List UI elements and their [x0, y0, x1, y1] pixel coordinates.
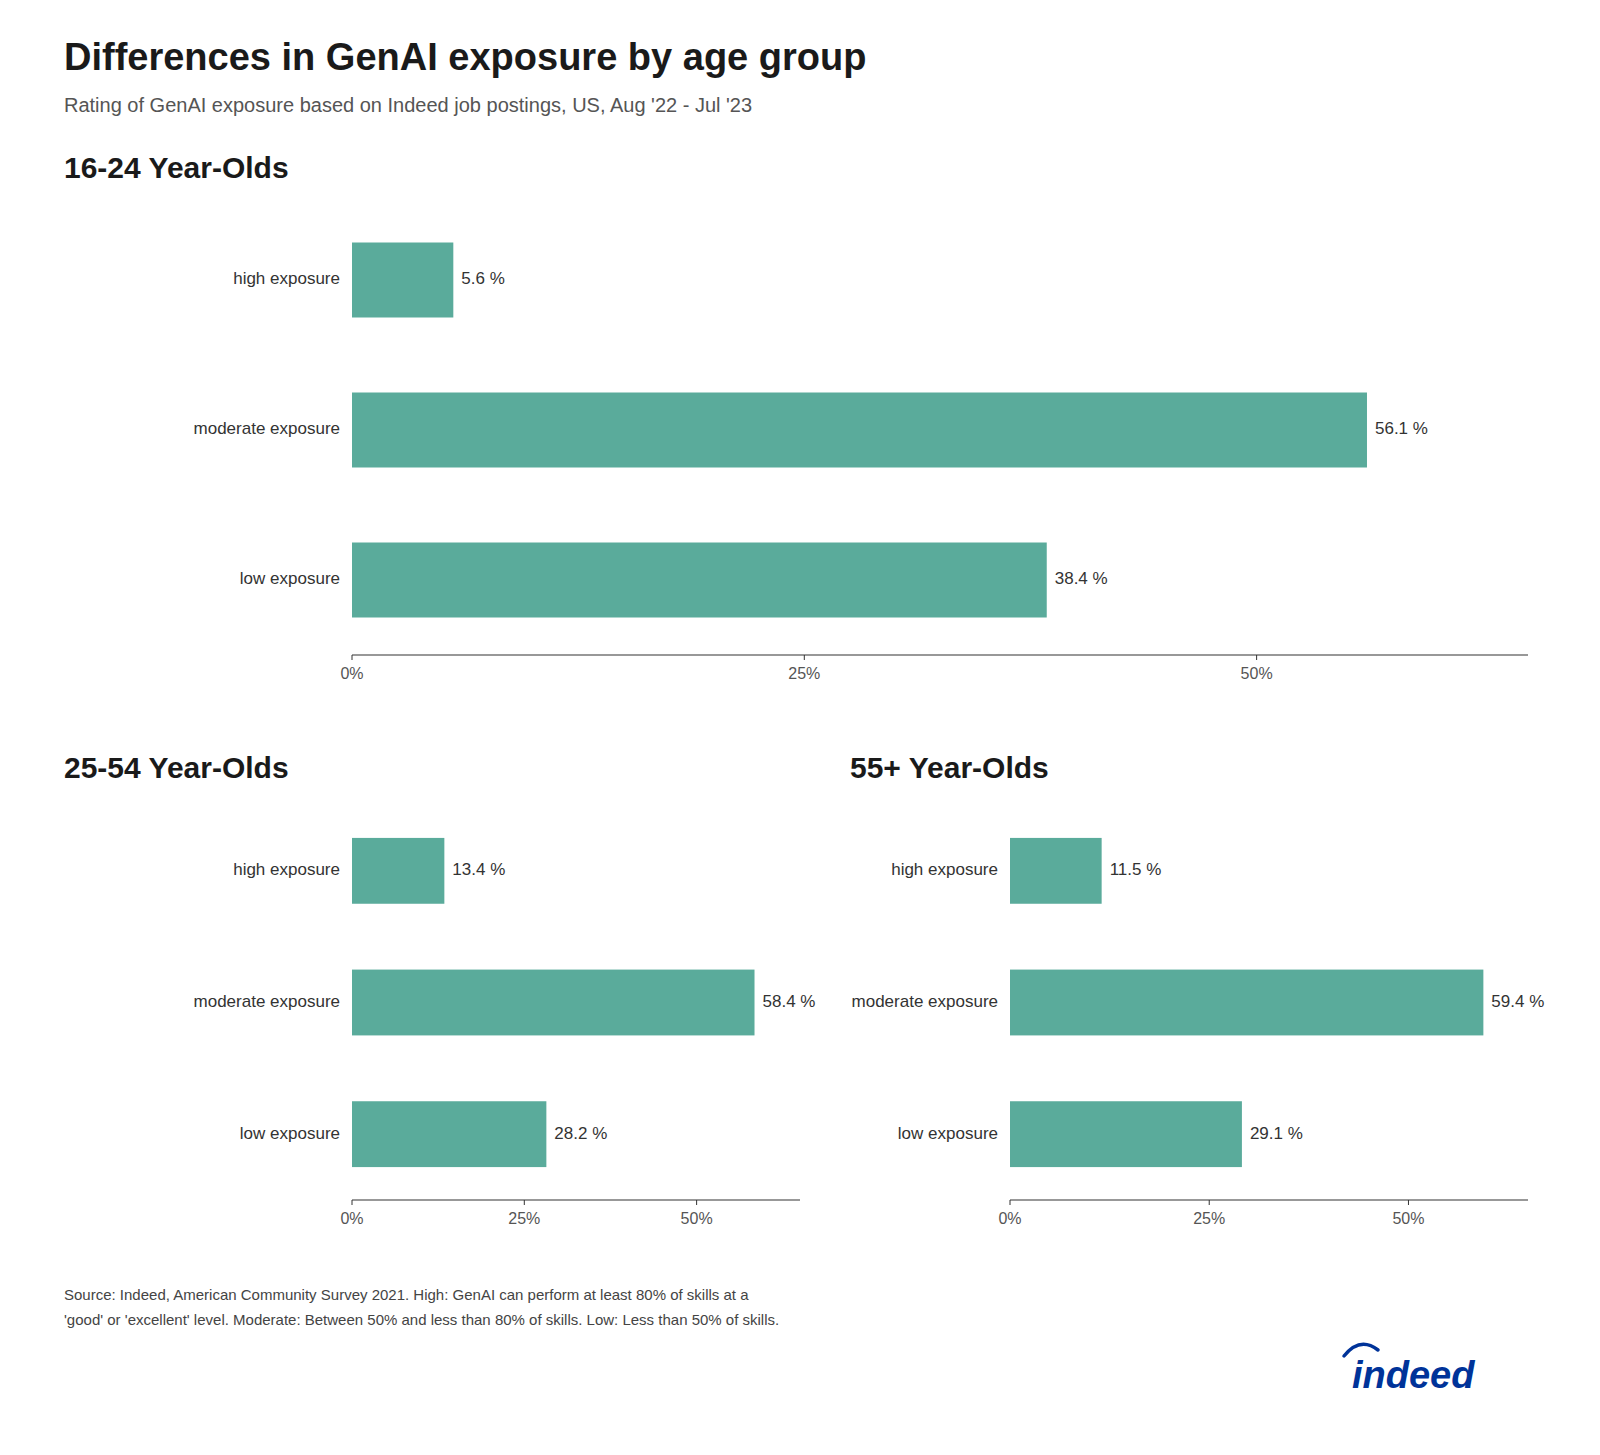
- bar-panel: 16-24 Year-Olds high exposure 5.6 % moderat…: [64, 151, 1528, 682]
- x-tick-label: 25%: [1193, 1210, 1225, 1227]
- bar: [352, 393, 1367, 468]
- bar: [352, 243, 453, 318]
- bar: [1010, 1101, 1242, 1167]
- data-label: 28.2 %: [554, 1124, 607, 1143]
- x-tick: [352, 655, 353, 660]
- panel-title: 55+ Year-Olds: [850, 751, 1049, 784]
- data-label: 13.4 %: [452, 860, 505, 879]
- bar: [352, 970, 755, 1036]
- x-tick-label: 50%: [1392, 1210, 1424, 1227]
- data-label: 58.4 %: [763, 992, 816, 1011]
- bar: [1010, 970, 1483, 1036]
- data-label: 56.1 %: [1375, 419, 1428, 438]
- footer-line: 'good' or 'excellent' level. Moderate: B…: [64, 1311, 779, 1328]
- subtitle: Rating of GenAI exposure based on Indeed…: [64, 94, 752, 116]
- x-axis-line: [352, 654, 1528, 655]
- background: [0, 0, 1600, 1455]
- panel-title: 25-54 Year-Olds: [64, 751, 289, 784]
- x-tick-label: 50%: [1241, 665, 1273, 682]
- x-tick: [1010, 1200, 1011, 1205]
- category-label: low exposure: [240, 1124, 340, 1143]
- data-label: 11.5 %: [1110, 860, 1162, 879]
- category-label: low exposure: [240, 569, 340, 588]
- category-label: high exposure: [891, 860, 998, 879]
- x-tick: [696, 1200, 697, 1205]
- x-tick-label: 0%: [998, 1210, 1021, 1227]
- bar: [352, 543, 1047, 618]
- category-label: moderate exposure: [194, 419, 340, 438]
- data-label: 29.1 %: [1250, 1124, 1303, 1143]
- x-tick-label: 25%: [508, 1210, 540, 1227]
- x-tick-label: 25%: [788, 665, 820, 682]
- title: Differences in GenAI exposure by age gro…: [64, 36, 866, 78]
- footer: Source: Indeed, American Community Surve…: [64, 1286, 779, 1328]
- bars: [352, 838, 755, 1167]
- x-tick: [1209, 1200, 1210, 1205]
- x-axis-line: [352, 1199, 800, 1200]
- logo: indeed: [1352, 1354, 1475, 1396]
- x-tick: [804, 655, 805, 660]
- data-label: 38.4 %: [1055, 569, 1108, 588]
- x-axis-line: [1010, 1199, 1528, 1200]
- bars: [1010, 838, 1483, 1167]
- x-tick: [1408, 1200, 1409, 1205]
- x-tick-label: 0%: [340, 665, 363, 682]
- panel-title: 16-24 Year-Olds: [64, 151, 289, 184]
- category-label: high exposure: [233, 269, 340, 288]
- bar: [352, 1101, 546, 1167]
- x-tick: [524, 1200, 525, 1205]
- chart-canvas: Differences in GenAI exposure by age gro…: [0, 0, 1600, 1455]
- data-label: 59.4 %: [1491, 992, 1544, 1011]
- logo-arc: [1344, 1344, 1378, 1356]
- bar-panel: 25-54 Year-Olds high exposure 13.4 % modera…: [64, 751, 815, 1227]
- x-tick: [1256, 655, 1257, 660]
- bar-panel: 55+ Year-Olds high exposure 11.5 % moderate…: [850, 751, 1544, 1227]
- bar: [352, 838, 444, 904]
- x-tick-label: 0%: [340, 1210, 363, 1227]
- data-label: 5.6 %: [461, 269, 504, 288]
- category-label: moderate exposure: [852, 992, 998, 1011]
- category-label: high exposure: [233, 860, 340, 879]
- footer-line: Source: Indeed, American Community Surve…: [64, 1286, 749, 1303]
- bars: [352, 243, 1367, 618]
- bar: [1010, 838, 1102, 904]
- category-label: low exposure: [898, 1124, 998, 1143]
- category-label: moderate exposure: [194, 992, 340, 1011]
- x-tick-label: 50%: [681, 1210, 713, 1227]
- x-tick: [352, 1200, 353, 1205]
